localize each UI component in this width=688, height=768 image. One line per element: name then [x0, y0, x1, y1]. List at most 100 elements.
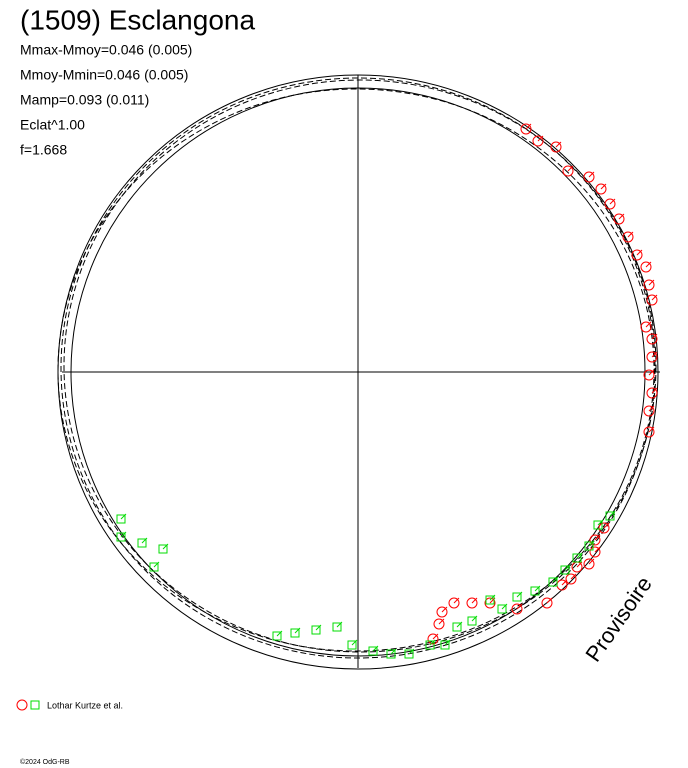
- point: [589, 534, 601, 546]
- error-tick: [603, 522, 610, 529]
- error-tick: [651, 351, 658, 358]
- point: [433, 618, 445, 630]
- error-tick: [576, 561, 583, 568]
- error-tick: [648, 279, 655, 286]
- point: [646, 387, 658, 399]
- stat: Mmax-Mmoy=0.046 (0.005): [20, 42, 192, 58]
- point: [572, 553, 582, 563]
- point: [604, 198, 616, 210]
- point: [646, 351, 658, 363]
- point: [290, 628, 300, 638]
- error-tick: [636, 249, 643, 256]
- point: [520, 123, 532, 135]
- error-tick: [555, 141, 562, 148]
- point: [622, 231, 634, 243]
- chart-title: (1509) Esclangona: [20, 4, 255, 35]
- error-tick: [645, 261, 652, 268]
- error-tick: [561, 579, 568, 586]
- error-tick: [651, 333, 658, 340]
- legend-symbol: [16, 699, 28, 711]
- point: [548, 577, 558, 587]
- point: [404, 649, 414, 659]
- point: [425, 640, 435, 650]
- error-tick: [627, 231, 634, 238]
- copyright: ©2024 OdG-RB: [20, 758, 70, 766]
- point: [560, 565, 570, 575]
- error-tick: [546, 597, 553, 604]
- point: [484, 597, 496, 609]
- error-tick: [453, 597, 460, 604]
- error-tick: [471, 597, 478, 604]
- error-tick: [594, 546, 601, 553]
- point: [530, 586, 540, 596]
- error-tick: [438, 618, 445, 625]
- point: [466, 597, 478, 609]
- error-tick: [600, 183, 607, 190]
- error-tick: [648, 426, 655, 433]
- point: [332, 622, 342, 632]
- stat: f=1.668: [20, 142, 67, 158]
- point: [311, 625, 321, 635]
- point: [272, 631, 282, 641]
- point: [640, 261, 652, 273]
- error-tick: [441, 606, 448, 613]
- point: [605, 511, 615, 521]
- legend-label: Lothar Kurtze et al.: [47, 700, 123, 710]
- stat: Mamp=0.093 (0.011): [20, 92, 149, 108]
- point: [643, 426, 655, 438]
- point: [158, 544, 168, 554]
- point: [511, 603, 523, 615]
- point: [368, 646, 378, 656]
- point: [541, 597, 553, 609]
- point: [448, 597, 460, 609]
- watermark: Provisoire: [580, 572, 657, 666]
- error-tick: [516, 603, 523, 610]
- point: [583, 558, 595, 570]
- point: [427, 633, 439, 645]
- stat: Eclat^1.00: [20, 117, 85, 133]
- point: [149, 562, 159, 572]
- error-tick: [594, 534, 601, 541]
- point: [116, 514, 126, 524]
- point: [643, 369, 655, 381]
- point: [640, 321, 652, 333]
- point: [646, 294, 658, 306]
- point: [589, 546, 601, 558]
- error-tick: [537, 135, 544, 142]
- point: [593, 520, 603, 530]
- error-tick: [432, 633, 439, 640]
- error-tick: [588, 558, 595, 565]
- point: [562, 165, 574, 177]
- legend-symbol: [30, 700, 40, 710]
- point: [643, 405, 655, 417]
- point: [550, 141, 562, 153]
- point: [595, 183, 607, 195]
- point: [347, 640, 357, 650]
- point: [512, 592, 522, 602]
- point: [440, 640, 450, 650]
- point: [532, 135, 544, 147]
- point: [643, 279, 655, 291]
- point: [137, 538, 147, 548]
- error-tick: [570, 573, 577, 580]
- point: [613, 213, 625, 225]
- error-tick: [567, 165, 574, 172]
- point: [631, 249, 643, 261]
- point: [116, 532, 126, 542]
- error-tick: [651, 294, 658, 301]
- error-tick: [525, 123, 532, 130]
- point: [485, 595, 495, 605]
- point: [497, 604, 507, 614]
- point: [646, 333, 658, 345]
- stat: Mmoy-Mmin=0.046 (0.005): [20, 67, 188, 83]
- point: [436, 606, 448, 618]
- point: [452, 622, 462, 632]
- error-tick: [651, 387, 658, 394]
- point: [583, 171, 595, 183]
- error-tick: [609, 198, 616, 205]
- point: [584, 541, 594, 551]
- point: [467, 616, 477, 626]
- error-tick: [648, 405, 655, 412]
- error-tick: [618, 213, 625, 220]
